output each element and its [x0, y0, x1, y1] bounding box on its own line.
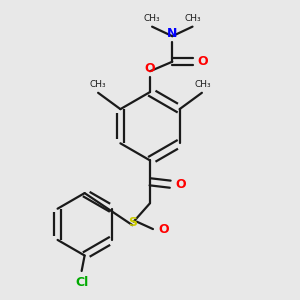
Text: O: O — [158, 224, 169, 236]
Text: O: O — [145, 62, 155, 75]
Text: S: S — [128, 216, 137, 229]
Text: CH₃: CH₃ — [143, 14, 160, 23]
Text: CH₃: CH₃ — [194, 80, 211, 88]
Text: CH₃: CH₃ — [89, 80, 106, 88]
Text: O: O — [197, 55, 208, 68]
Text: N: N — [167, 27, 178, 40]
Text: O: O — [175, 178, 186, 191]
Text: Cl: Cl — [75, 276, 88, 289]
Text: CH₃: CH₃ — [185, 14, 201, 23]
